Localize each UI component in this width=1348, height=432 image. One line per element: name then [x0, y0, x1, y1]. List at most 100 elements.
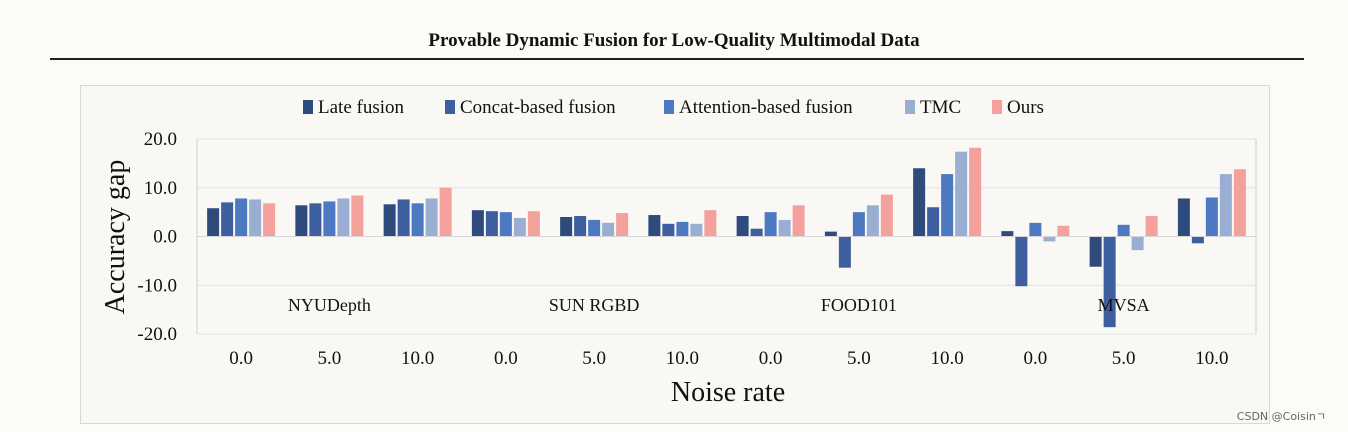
bar-late-fusion: [383, 204, 396, 237]
bar-attention-based-fusion: [499, 212, 512, 237]
x-tick-label: 10.0: [401, 348, 434, 369]
y-tick-label: -10.0: [137, 275, 177, 296]
x-tick-label: 0.0: [759, 348, 783, 369]
bar-concat-based-fusion: [750, 228, 763, 237]
bar-ours: [880, 194, 893, 237]
legend-label: Concat-based fusion: [460, 97, 616, 118]
bar-tmc: [1131, 236, 1144, 251]
bar-concat-based-fusion: [485, 211, 498, 237]
x-tick-label: 10.0: [666, 348, 699, 369]
bar-ours: [704, 210, 717, 237]
bar-attention-based-fusion: [941, 174, 954, 237]
x-tick-label: 0.0: [229, 348, 253, 369]
bar-tmc: [337, 198, 350, 237]
bar-concat-based-fusion: [1015, 236, 1028, 287]
legend-label: Ours: [1007, 97, 1044, 118]
bar-ours: [1057, 225, 1070, 237]
bar-tmc: [778, 219, 791, 237]
y-axis-label: Accuracy gap: [100, 160, 131, 315]
bar-late-fusion: [207, 208, 220, 237]
tick-labels: 20.0 10.0 0.0 -10.0 -20.0 0.0 5.0 10.0 0.0 5.0 10.…: [137, 129, 1228, 369]
bar-attention-based-fusion: [411, 203, 424, 237]
chart-frame: [80, 85, 1270, 424]
bar-late-fusion: [824, 231, 837, 237]
bar-ours: [1233, 169, 1246, 237]
bar-ours: [969, 147, 982, 237]
bar-attention-based-fusion: [676, 221, 689, 237]
legend: Late fusion Concat-based fusion Attention-…: [303, 97, 1044, 118]
bar-tmc: [690, 223, 703, 237]
bar-ours: [616, 213, 629, 237]
paper-header-title: Provable Dynamic Fusion for Low-Quality …: [428, 30, 920, 51]
x-tick-label: 5.0: [1112, 348, 1136, 369]
bar-tmc: [249, 199, 262, 237]
bar-attention-based-fusion: [235, 198, 248, 237]
x-tick-label: 5.0: [847, 348, 871, 369]
bar-concat-based-fusion: [1191, 236, 1204, 244]
bar-tmc: [513, 217, 526, 237]
legend-swatch: [905, 100, 915, 114]
bar-concat-based-fusion: [838, 236, 851, 268]
bar-concat-based-fusion: [927, 207, 940, 237]
bar-attention-based-fusion: [588, 219, 601, 237]
bar-late-fusion: [736, 216, 749, 237]
y-tick-label: 20.0: [144, 129, 177, 150]
bar-ours: [263, 203, 276, 237]
dataset-group-label: NYUDepth: [288, 295, 371, 315]
axes: [196, 139, 1257, 334]
legend-swatch: [992, 100, 1002, 114]
y-tick-label: 0.0: [153, 227, 177, 248]
bar-ours: [351, 195, 364, 237]
bar-tmc: [425, 198, 438, 237]
bar-late-fusion: [1177, 198, 1190, 237]
bar-concat-based-fusion: [662, 223, 675, 237]
y-tick-label: 10.0: [144, 178, 177, 199]
dataset-group-label: FOOD101: [821, 295, 897, 315]
watermark: CSDN @Coisinㄱ: [1236, 410, 1326, 423]
bar-attention-based-fusion: [1205, 197, 1218, 237]
legend-swatch: [445, 100, 455, 114]
dataset-group-label: SUN RGBD: [549, 295, 640, 315]
bar-late-fusion: [560, 217, 573, 237]
legend-label: Attention-based fusion: [679, 97, 853, 118]
bar-concat-based-fusion: [1103, 236, 1116, 328]
bar-tmc: [1043, 236, 1056, 242]
bar-late-fusion: [1001, 231, 1014, 237]
y-tick-label: -20.0: [137, 324, 177, 345]
bar-tmc: [955, 151, 968, 237]
bar-attention-based-fusion: [323, 201, 336, 237]
legend-swatch: [664, 100, 674, 114]
x-tick-label: 5.0: [318, 348, 342, 369]
x-tick-label: 10.0: [1195, 348, 1228, 369]
bar-late-fusion: [1089, 236, 1102, 267]
bar-late-fusion: [913, 168, 926, 237]
bar-attention-based-fusion: [1029, 222, 1042, 237]
bar-attention-based-fusion: [852, 212, 865, 237]
bar-tmc: [1219, 174, 1232, 237]
bars: [207, 147, 1246, 328]
bar-tmc: [602, 222, 615, 237]
legend-label: Late fusion: [318, 97, 405, 118]
bar-attention-based-fusion: [1117, 224, 1130, 237]
bar-tmc: [866, 205, 879, 237]
x-axis-label: Noise rate: [671, 377, 785, 408]
header-rule: [50, 58, 1304, 60]
bar-concat-based-fusion: [574, 216, 587, 237]
legend-label: TMC: [920, 97, 961, 118]
bar-ours: [792, 205, 805, 237]
bar-late-fusion: [295, 205, 308, 237]
x-tick-label: 0.0: [1024, 348, 1048, 369]
bar-ours: [527, 211, 540, 237]
bar-concat-based-fusion: [309, 203, 322, 237]
bar-concat-based-fusion: [221, 202, 234, 237]
x-tick-label: 10.0: [931, 348, 964, 369]
bar-late-fusion: [471, 210, 484, 237]
bar-ours: [439, 187, 452, 237]
dataset-group-label: MVSA: [1098, 295, 1150, 315]
bar-concat-based-fusion: [397, 199, 410, 237]
bar-late-fusion: [648, 215, 661, 237]
x-tick-label: 5.0: [582, 348, 606, 369]
bar-attention-based-fusion: [764, 212, 777, 237]
legend-swatch: [303, 100, 313, 114]
